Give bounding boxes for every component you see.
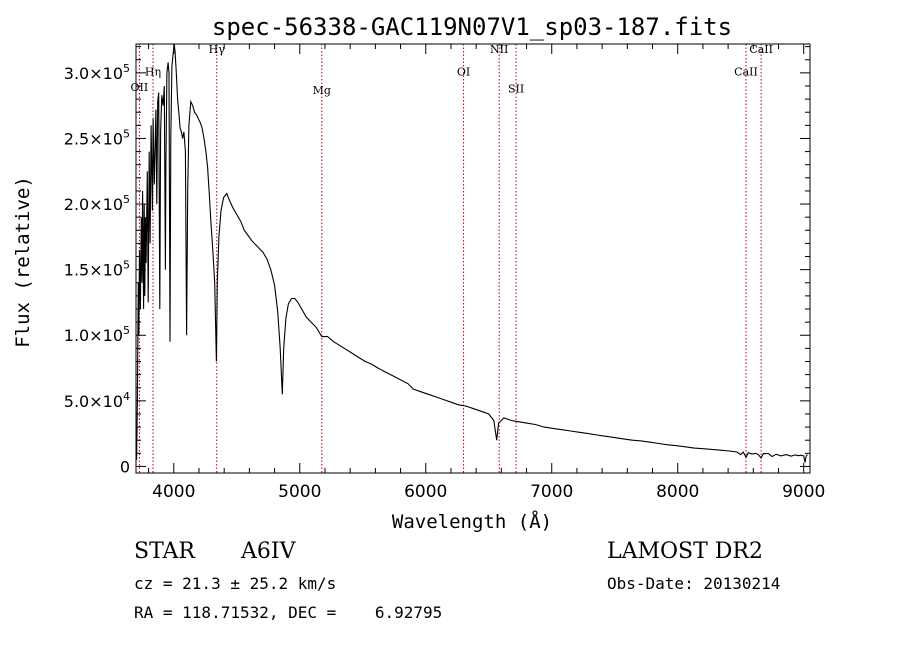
x-tick-label: 5000	[278, 482, 321, 502]
spectral-line-label: OII	[131, 81, 149, 94]
spectral-line-label: Hγ	[209, 43, 226, 56]
spectral-lines-layer: OII Hη Hγ Mg OI NII SII CaII CaII	[131, 43, 773, 473]
x-tick-label: 6000	[404, 482, 447, 502]
plot-frame	[135, 43, 811, 474]
y-tick-label: 2.5×105	[64, 127, 130, 148]
y-tick-label: 1.5×105	[64, 259, 130, 280]
spectral-line-label: NII	[490, 43, 508, 56]
observation-date: Obs-Date: 20130214	[607, 574, 781, 593]
x-tick-label: 4000	[152, 482, 195, 502]
y-axis-label: Flux (relative)	[12, 176, 34, 348]
y-tick-label: 3.0×105	[64, 62, 130, 83]
x-tick-label: 7000	[530, 482, 573, 502]
y-tick-label: 1.0×105	[64, 324, 130, 345]
spectral-line-label: Hη	[145, 65, 161, 78]
object-class: STAR	[134, 539, 195, 564]
y-tick-label: 2.0×105	[64, 193, 130, 214]
spectral-line-label: CaII	[749, 43, 773, 56]
x-tick-label: 8000	[656, 482, 699, 502]
object-subclass: A6IV	[241, 539, 296, 564]
spectral-line-label: SII	[508, 83, 524, 96]
redshift-velocity: cz = 21.3 ± 25.2 km/s	[134, 574, 337, 593]
y-tick-label: 5.0×104	[64, 390, 130, 411]
spectrum-line	[135, 43, 808, 463]
chart-title: spec-56338-GAC119N07V1_sp03-187.fits	[212, 13, 732, 41]
x-axis-label: Wavelength (Å)	[392, 510, 552, 533]
spectral-line-label: OI	[457, 65, 470, 78]
spectral-line-label: Mg	[313, 84, 331, 97]
spectral-line-label: CaII	[734, 65, 758, 78]
survey-name: LAMOST DR2	[607, 539, 763, 564]
y-tick-label: 0	[120, 457, 130, 476]
coordinates: RA = 118.71532, DEC = 6.92795	[134, 603, 443, 622]
axes-ticks: 4000 5000 6000 7000 8000 9000 0 5.0×104 1.0×105 1…	[64, 44, 825, 502]
x-tick-label: 9000	[782, 482, 825, 502]
